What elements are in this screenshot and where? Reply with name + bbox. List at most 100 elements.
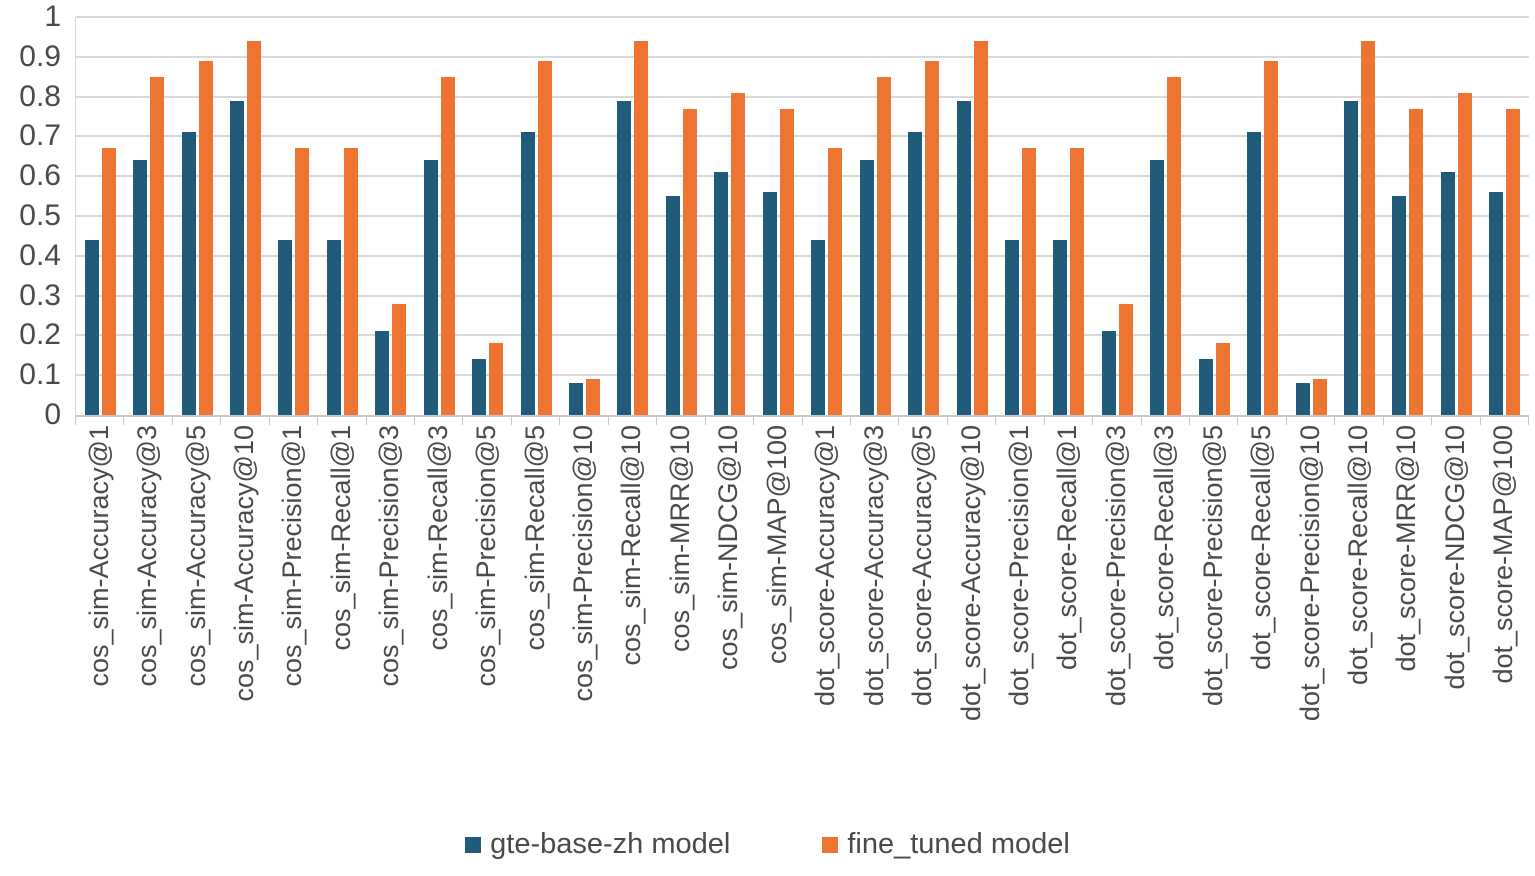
bar [956, 100, 971, 415]
bar [1004, 239, 1019, 415]
x-axis-tick [171, 417, 173, 425]
x-axis-label: cos_sim-MAP@100 [761, 425, 792, 664]
bar [1118, 303, 1133, 415]
y-axis-tick-label: 0.3 [19, 278, 61, 312]
gridline [76, 95, 1529, 98]
bar [343, 148, 358, 415]
y-axis-tick-label: 0.7 [19, 119, 61, 153]
y-axis-tick-label: 0.4 [19, 238, 61, 272]
x-axis-tick [1431, 417, 1433, 425]
bar [762, 192, 777, 415]
x-axis-tick [220, 417, 222, 425]
x-axis-tick [704, 417, 706, 425]
x-axis-label-cell: cos_sim-NDCG@10 [705, 425, 753, 825]
x-axis-label: cos_sim-Precision@10 [568, 425, 599, 702]
bar [1215, 343, 1230, 415]
x-axis-tick [607, 417, 609, 425]
bar [1343, 100, 1358, 415]
gridline [76, 254, 1529, 257]
x-axis-label-cell: cos_sim-Recall@1 [317, 425, 365, 825]
y-axis-tick-label: 0 [44, 398, 61, 431]
bar [440, 76, 455, 415]
x-axis-label-cell: dot_score-Recall@10 [1334, 425, 1382, 825]
x-axis-label-cell: dot_score-Accuracy@3 [850, 425, 898, 825]
bar [472, 359, 487, 415]
x-axis-label-cell: cos_sim-Precision@1 [269, 425, 317, 825]
bar [1198, 359, 1213, 415]
bar [278, 239, 293, 415]
x-axis-tick [898, 417, 900, 425]
x-axis-label-cell: cos_sim-Accuracy@10 [220, 425, 268, 825]
bar [1295, 383, 1310, 415]
bar [1150, 160, 1165, 415]
legend-item-fine-tuned-model: fine_tuned model [822, 828, 1070, 861]
x-axis-label: cos_sim-Precision@1 [277, 425, 308, 687]
bar [569, 383, 584, 415]
bar [634, 40, 649, 415]
x-axis-label: dot_score-Accuracy@10 [955, 425, 986, 722]
bar [1440, 172, 1455, 415]
gridline [76, 215, 1529, 217]
x-axis-label: dot_score-Recall@5 [1246, 425, 1277, 671]
x-axis-tick [1334, 417, 1336, 425]
x-axis-label-cell: dot_score-Recall@5 [1237, 425, 1285, 825]
bar [1457, 92, 1472, 415]
gridline [76, 55, 1529, 58]
x-axis-label: cos_sim-MRR@10 [664, 425, 695, 652]
y-axis-tick-label: 0.5 [19, 199, 61, 232]
x-axis-tick [559, 417, 561, 425]
x-axis-label-cell: cos_sim-Recall@3 [414, 425, 462, 825]
x-axis-label: dot_score-MRR@10 [1391, 425, 1422, 672]
x-axis-label: cos_sim-Recall@3 [422, 425, 453, 651]
bar [423, 160, 438, 415]
x-axis-label-cell: dot_score-Precision@1 [995, 425, 1043, 825]
bar [392, 303, 407, 415]
bar [1053, 239, 1068, 415]
legend-label-fine-tuned-model: fine_tuned model [847, 828, 1070, 860]
bar [489, 343, 504, 415]
x-axis-label-cell: dot_score-NDCG@10 [1431, 425, 1479, 825]
bar [1070, 148, 1085, 415]
x-axis-label-cell: dot_score-Precision@3 [1092, 425, 1140, 825]
x-axis-label-cell: cos_sim-MRR@10 [656, 425, 704, 825]
y-axis-tick-label: 0.9 [19, 39, 61, 73]
x-axis-tick [753, 417, 755, 425]
bar [731, 92, 746, 415]
bar [1312, 379, 1327, 415]
bar [1506, 108, 1521, 415]
legend: gte-base-zh model fine_tuned model [0, 828, 1535, 861]
x-axis-label-cell: cos_sim-Accuracy@3 [123, 425, 171, 825]
x-axis-tick [1382, 417, 1384, 425]
x-axis-label: cos_sim-Precision@5 [471, 425, 502, 687]
x-axis-label: dot_score-Precision@5 [1197, 425, 1228, 707]
gridline [76, 334, 1529, 337]
bar [1489, 192, 1504, 415]
bar [150, 76, 165, 415]
x-axis-tick [1479, 417, 1481, 425]
bar [1101, 331, 1116, 415]
bar [859, 160, 874, 415]
x-axis-label: cos_sim-Accuracy@3 [132, 425, 163, 687]
x-axis-tick [801, 417, 803, 425]
x-axis-label-cell: dot_score-MRR@10 [1383, 425, 1431, 825]
x-axis-tick [462, 417, 464, 425]
x-axis-label: dot_score-Recall@1 [1052, 425, 1083, 671]
bar [586, 379, 601, 415]
x-axis-tick [849, 417, 851, 425]
x-axis-label: dot_score-Recall@3 [1149, 425, 1180, 671]
bar [811, 239, 826, 415]
x-axis-label: dot_score-Precision@1 [1003, 425, 1034, 707]
x-axis-label: cos_sim-Accuracy@10 [229, 425, 259, 702]
bar [665, 196, 680, 415]
bar [876, 76, 891, 415]
plot-area [75, 16, 1529, 417]
x-axis-label: dot_score-Accuracy@3 [858, 425, 889, 707]
gridline [76, 135, 1529, 138]
gridline [76, 294, 1529, 297]
gridline [76, 374, 1529, 377]
x-axis-label: cos_sim-Precision@3 [374, 425, 405, 687]
x-axis-tick [1140, 417, 1142, 425]
bar [84, 239, 99, 415]
x-axis-tick [317, 417, 319, 425]
